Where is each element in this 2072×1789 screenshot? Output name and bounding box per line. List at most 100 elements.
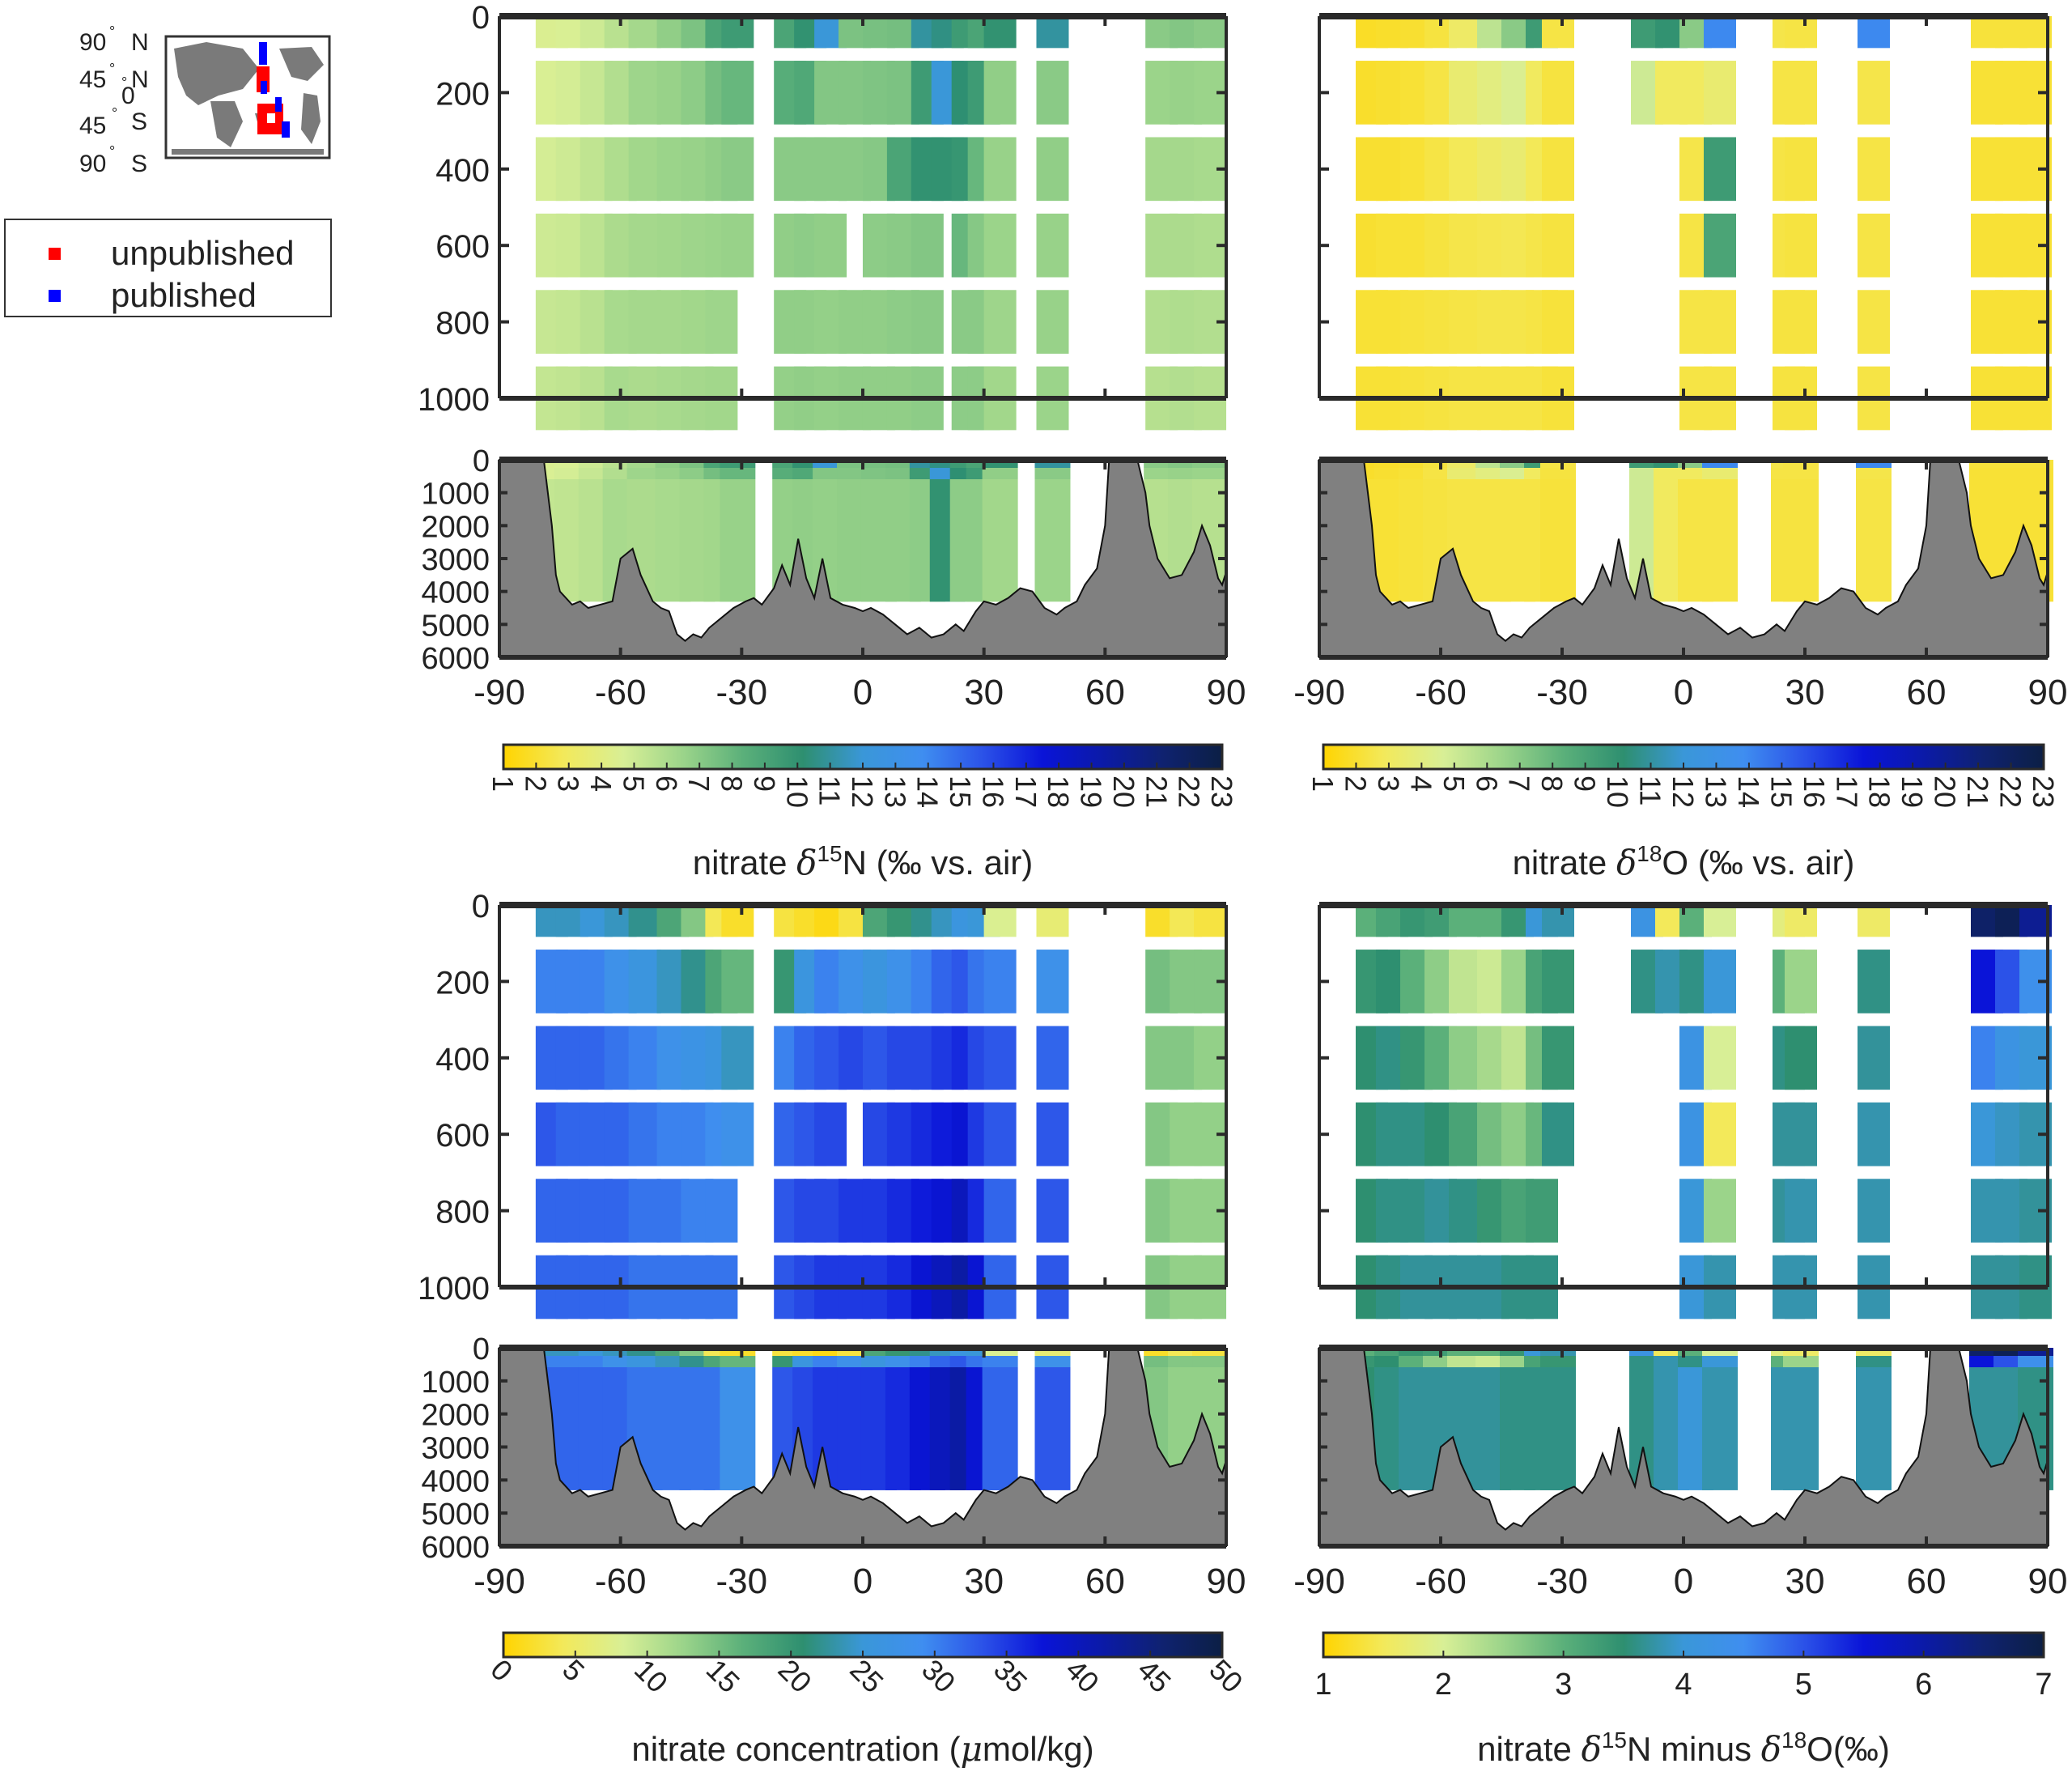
y-tick-label: 0 [472,889,490,924]
data-cell [626,468,663,479]
data-cell [772,460,809,468]
data-cell [1034,468,1071,479]
y-tick-label: 600 [435,229,490,265]
data-cell [1542,137,1574,202]
data-cell [1783,1356,1819,1367]
data-cell [1785,1102,1817,1166]
data-cell [1449,1026,1481,1090]
data-cell [837,1348,873,1356]
data-cell [1034,1348,1071,1356]
data-cell [721,137,754,202]
x-tick-label: 30 [964,1562,1004,1601]
colorbar-tick-label: 11 [1634,776,1667,805]
colorbar-tick-label: 11 [813,776,847,805]
colorbar-label: nitrate δ15N (‰ vs. air) [693,841,1034,882]
data-cell [721,905,754,937]
x-tick-label: 90 [1207,673,1246,712]
data-cell [982,460,1018,468]
data-cell [983,137,1017,202]
colorbar-tick-label: 13 [878,776,911,808]
x-tick-label: -60 [595,1562,647,1601]
data-cell [911,290,944,354]
x-tick-label: 60 [1085,673,1125,712]
data-cell [1785,950,1817,1013]
data-cell [1542,1102,1574,1166]
data-cell [814,1102,847,1166]
colorbar-tick-label: 18 [1042,776,1075,808]
data-cell [628,1026,661,1090]
data-cell [2018,1356,2053,1367]
x-tick-label: -90 [473,673,525,712]
colorbar-tick-label: 9 [1569,776,1602,792]
colorbar-label: nitrate δ18O (‰ vs. air) [1513,841,1855,882]
x-tick-label: -60 [1415,1562,1467,1601]
data-cell [1036,905,1069,937]
data-cell [1785,16,1817,49]
colorbar-tick-label: 35 [987,1653,1034,1699]
data-cell [1540,1367,1576,1490]
data-cell [721,61,754,125]
data-cell [1856,468,1892,479]
upper-section-cells [1356,16,2052,431]
data-cell [911,213,944,278]
lower-section-cells [1354,460,2053,602]
label-part: δ [1582,1729,1602,1769]
colorbar-tick-label: 7 [1503,776,1536,792]
legend-label: published [111,276,257,314]
data-cell [1704,16,1736,49]
data-cell [983,290,1017,354]
data-cell [1993,460,2029,468]
data-cell [628,1179,661,1243]
data-cell [1704,290,1736,354]
data-cell [578,1348,614,1356]
data-cell [1036,1026,1069,1090]
colorbar-tick-label: 0 [484,1653,519,1688]
data-cell [1194,905,1227,937]
colorbar-tick-label: 23 [2027,776,2060,808]
station-mark [275,97,282,112]
y-tick-label: 2000 [421,1399,490,1433]
data-cell [1144,460,1180,468]
x-tick-label: 60 [1085,1562,1125,1601]
data-cell [1704,905,1736,937]
data-cell [1704,1026,1736,1090]
data-cell [1702,468,1738,479]
data-cell [1399,1348,1434,1356]
map-lat-label-num: 90 [79,151,106,177]
upper-section-cells [535,905,1227,1319]
degree-symbol: ° [109,23,115,40]
colorbar-tick-label: 4 [1675,1668,1692,1702]
degree-symbol: ° [109,143,115,159]
y-tick-label: 0 [472,0,490,36]
colorbar-tick-label: 1 [1306,776,1340,792]
label-part: δ [1616,843,1637,882]
data-cell [1858,137,1890,202]
data-cell [1858,290,1890,354]
data-cell [1449,950,1481,1013]
colorbar-tick-label: 19 [1075,776,1108,808]
label-part: N (‰ vs. air) [843,844,1034,882]
colorbar-tick-label: 8 [715,776,749,792]
label-part: 18 [1781,1727,1807,1753]
y-tick-label: 3000 [421,543,490,577]
colorbar: 1 2 3 4 5 6 7 [1314,1631,2053,1702]
data-cell [1449,213,1481,278]
data-cell [721,1026,754,1090]
colorbar-tick-label: 25 [843,1653,890,1699]
colorbar-label: nitrate concentration (μmol/kg) [631,1729,1093,1769]
map-lat-label-hem: N [131,29,149,56]
data-cell [533,1348,570,1356]
data-cell [1500,460,1535,468]
colorbar-tick-label: 21 [1961,776,1994,808]
data-cell [1500,1348,1535,1356]
x-tick-label: 30 [964,673,1004,712]
data-cell [1036,1179,1069,1243]
x-tick-label: 30 [1785,1562,1825,1601]
data-cell [1449,1102,1481,1166]
data-cell [983,1026,1017,1090]
data-cell [1629,1348,1665,1356]
data-cell [1856,479,1892,602]
map-lat-label-hem: S [131,108,147,135]
data-cell [720,1367,756,1490]
data-cell [1540,479,1576,602]
